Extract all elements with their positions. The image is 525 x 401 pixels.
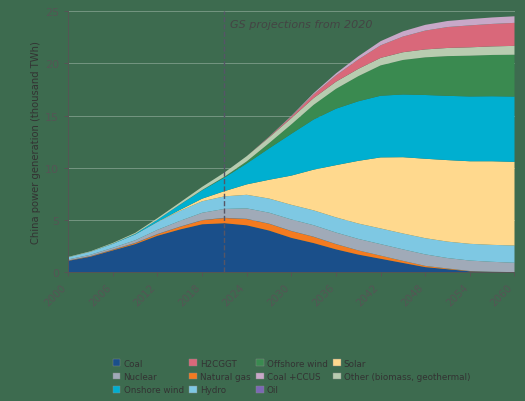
Legend: Coal, Nuclear, Onshore wind, H2CGGT, Natural gas, Hydro, Offshore wind, Coal +CC: Coal, Nuclear, Onshore wind, H2CGGT, Nat… bbox=[109, 355, 474, 398]
Text: GS projections from 2020: GS projections from 2020 bbox=[230, 20, 373, 30]
Y-axis label: China power generation (thousand TWh): China power generation (thousand TWh) bbox=[31, 41, 41, 243]
